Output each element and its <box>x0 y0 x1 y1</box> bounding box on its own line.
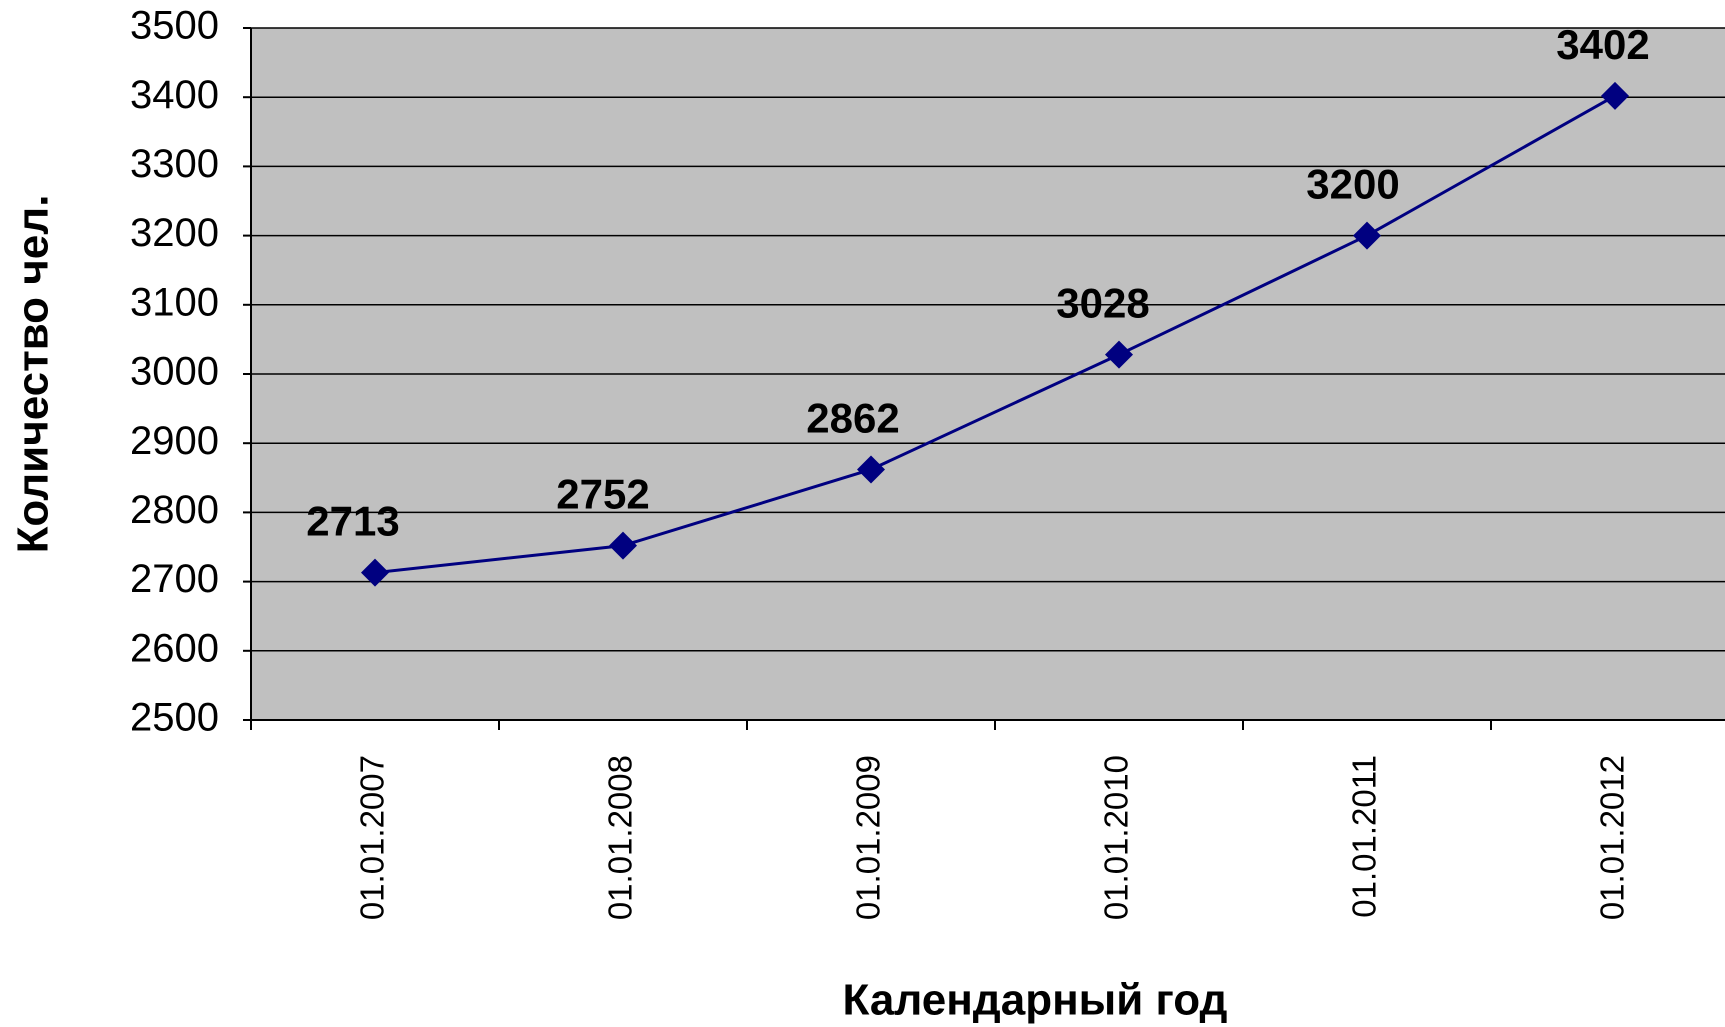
data-label: 3402 <box>1556 21 1649 68</box>
x-tick-label: 01.01.2012 <box>1594 755 1631 920</box>
y-tick-label: 3400 <box>130 73 219 117</box>
y-tick-label: 3200 <box>130 211 219 255</box>
y-tick-label: 3500 <box>130 4 219 48</box>
data-label: 2752 <box>556 471 649 518</box>
line <box>374 94 1616 575</box>
x-tick-label: 01.01.2008 <box>602 755 639 920</box>
marker <box>609 531 637 560</box>
data-label: 3028 <box>1056 280 1149 327</box>
y-tick-label: 3000 <box>130 350 219 394</box>
y-tick-label: 3100 <box>130 280 219 324</box>
y-tick-label: 2700 <box>130 557 219 601</box>
x-axis-title: Календарный год <box>843 976 1228 1025</box>
marker <box>1353 221 1381 250</box>
y-tick-label: 3300 <box>130 142 219 186</box>
x-tick-label: 01.01.2009 <box>850 755 887 920</box>
data-label: 3200 <box>1306 161 1399 208</box>
y-axis-title: Количество чел. <box>9 195 58 554</box>
x-tick-label: 01.01.2010 <box>1098 755 1135 920</box>
x-tick-label: 01.01.2011 <box>1346 755 1383 918</box>
marker <box>1601 81 1629 110</box>
data-label: 2862 <box>806 395 899 442</box>
y-tick-label: 2600 <box>130 626 219 670</box>
y-tick-label: 2900 <box>130 419 219 463</box>
x-tick-label: 01.01.2007 <box>354 755 391 920</box>
y-tick-label: 2800 <box>130 488 219 532</box>
marker <box>857 455 885 484</box>
y-tick-label: 2500 <box>130 696 219 740</box>
marker <box>361 558 389 587</box>
marker <box>1105 340 1133 369</box>
data-label: 2713 <box>306 498 399 545</box>
